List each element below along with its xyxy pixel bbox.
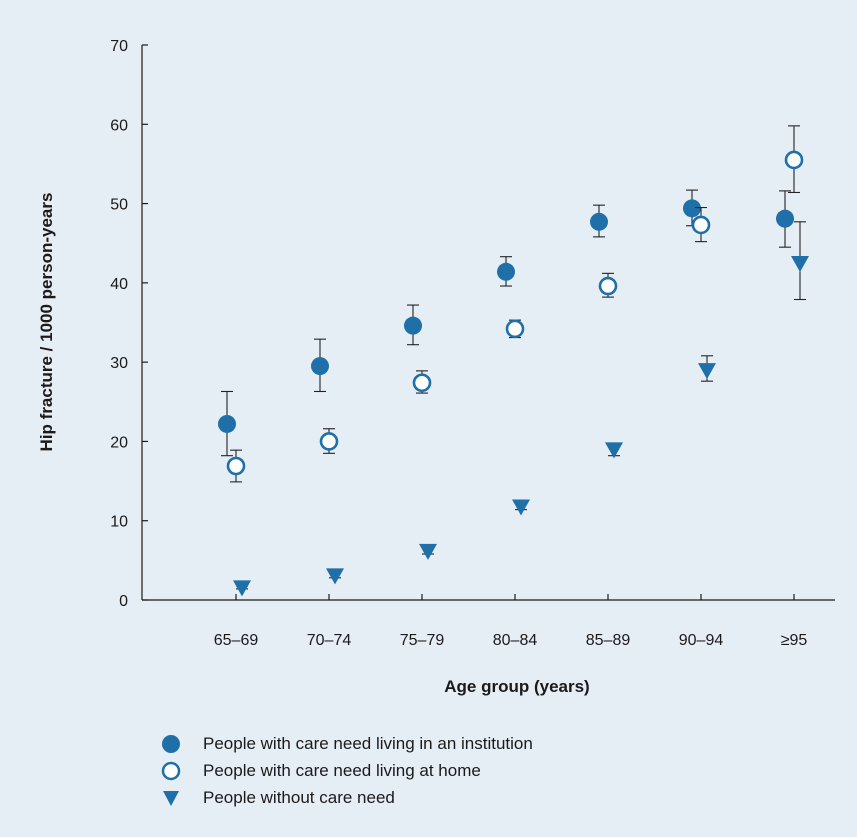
data-point: [226, 456, 246, 476]
data-point: [218, 414, 236, 433]
data-point: [776, 209, 794, 228]
data-point: [404, 316, 422, 335]
data-point: [311, 357, 329, 376]
triangle-down-icon: [163, 790, 179, 806]
x-axis-title: Age group (years): [444, 677, 589, 696]
x-tick-label: 85–89: [586, 632, 631, 649]
y-tick-label: 0: [119, 593, 128, 610]
y-tick-label: 20: [110, 434, 128, 451]
data-point: [412, 373, 432, 393]
legend-label-no-care: People without care need: [203, 787, 395, 807]
data-point: [497, 262, 515, 281]
x-tick-label: 75–79: [400, 632, 445, 649]
series-3: [233, 221, 809, 597]
data-point: [791, 256, 809, 273]
data-marks: [218, 125, 809, 597]
data-point: [505, 319, 525, 339]
y-tick-label: 70: [110, 38, 128, 55]
x-tick-label: 80–84: [493, 632, 538, 649]
data-point: [419, 543, 437, 560]
legend-item-no-care: People without care need: [160, 784, 533, 811]
data-point: [598, 276, 618, 296]
x-tick-label: 70–74: [307, 632, 352, 649]
legend: People with care need living in an insti…: [160, 730, 533, 811]
data-point: [512, 499, 530, 516]
axes: [141, 44, 835, 601]
y-tick-label: 50: [110, 197, 128, 214]
legend-label-home: People with care need living at home: [203, 760, 481, 780]
y-tick-label: 60: [110, 117, 128, 134]
data-point: [590, 212, 608, 231]
data-point: [691, 215, 711, 235]
data-point: [319, 432, 339, 451]
y-tick-label: 30: [110, 355, 128, 372]
y-axis-title: Hip fracture / 1000 person-years: [37, 193, 56, 452]
open-circle-icon: [161, 761, 181, 780]
series-1: [218, 189, 794, 457]
legend-label-institution: People with care need living in an insti…: [203, 733, 533, 753]
x-tick-label: 65–69: [214, 632, 259, 649]
x-tick-label: 90–94: [679, 632, 724, 649]
data-point: [784, 150, 804, 170]
y-tick-label: 40: [110, 276, 128, 293]
legend-item-home: People with care need living at home: [160, 757, 533, 784]
legend-item-institution: People with care need living in an insti…: [160, 730, 533, 757]
data-point: [326, 568, 344, 585]
x-tick-label: ≥95: [781, 632, 808, 649]
data-point: [683, 199, 701, 218]
tick-labels: 0 10 20 30 40 50 60 70 65–69 70–74 75–79 80–84 85–89…: [110, 38, 807, 649]
data-point: [605, 442, 623, 459]
filled-circle-icon: [162, 734, 180, 753]
data-point: [698, 363, 716, 380]
series-2: [226, 125, 804, 483]
data-point: [233, 580, 251, 597]
scatter-plot: 0 10 20 30 40 50 60 70 65–69 70–74 75–79 80–84 85–89…: [37, 38, 835, 696]
y-tick-label: 10: [110, 514, 128, 531]
